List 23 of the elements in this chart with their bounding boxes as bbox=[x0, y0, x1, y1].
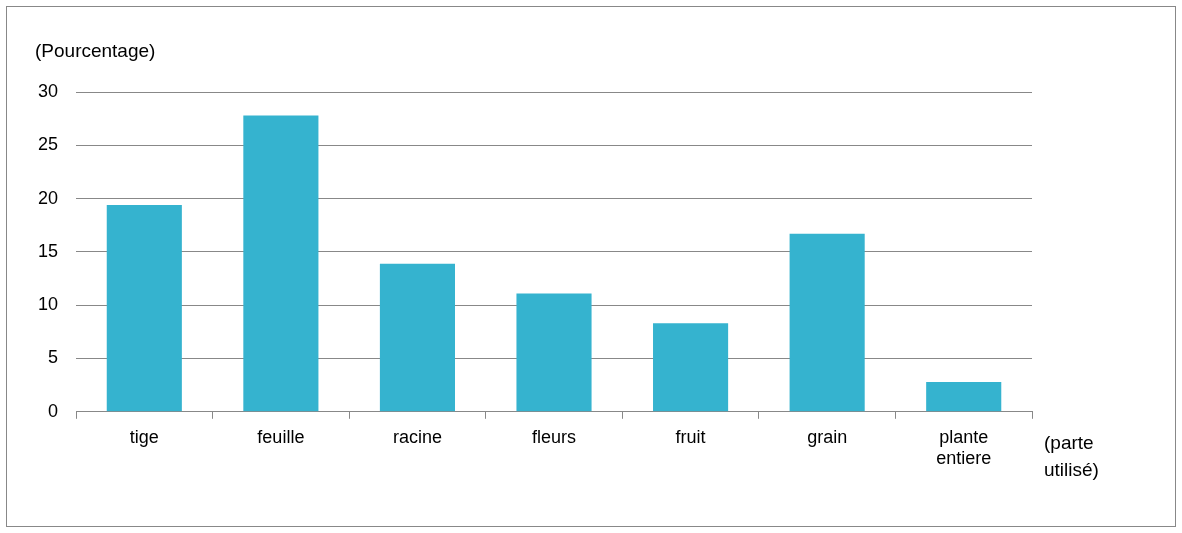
y-tick-label: 30 bbox=[37, 80, 59, 101]
x-tick-label: racine bbox=[392, 426, 442, 447]
x-tick-label: feuille bbox=[257, 426, 305, 447]
x-tick-label: fruit bbox=[675, 426, 706, 447]
x-tick-label: grain bbox=[807, 426, 848, 447]
bar bbox=[243, 115, 319, 412]
bar bbox=[653, 323, 729, 412]
x-tick-label: tige bbox=[129, 426, 159, 447]
x-tick-label: plante entiere bbox=[936, 426, 992, 469]
y-axis-title: (Pourcentage) bbox=[35, 40, 156, 62]
y-tick-label: 5 bbox=[48, 347, 59, 368]
bar bbox=[516, 293, 592, 412]
y-tick-label: 25 bbox=[37, 134, 59, 155]
y-tick-label: 0 bbox=[48, 400, 59, 421]
bar bbox=[106, 205, 182, 412]
y-tick-label: 20 bbox=[37, 187, 59, 208]
x-tick-label: fleurs bbox=[532, 426, 577, 447]
x-axis-title: (parte utilisé) bbox=[1044, 431, 1099, 480]
bar bbox=[789, 233, 865, 412]
bar bbox=[379, 263, 455, 412]
y-tick-label: 15 bbox=[37, 240, 59, 261]
y-tick-label: 10 bbox=[37, 294, 59, 315]
bar bbox=[926, 381, 1002, 412]
